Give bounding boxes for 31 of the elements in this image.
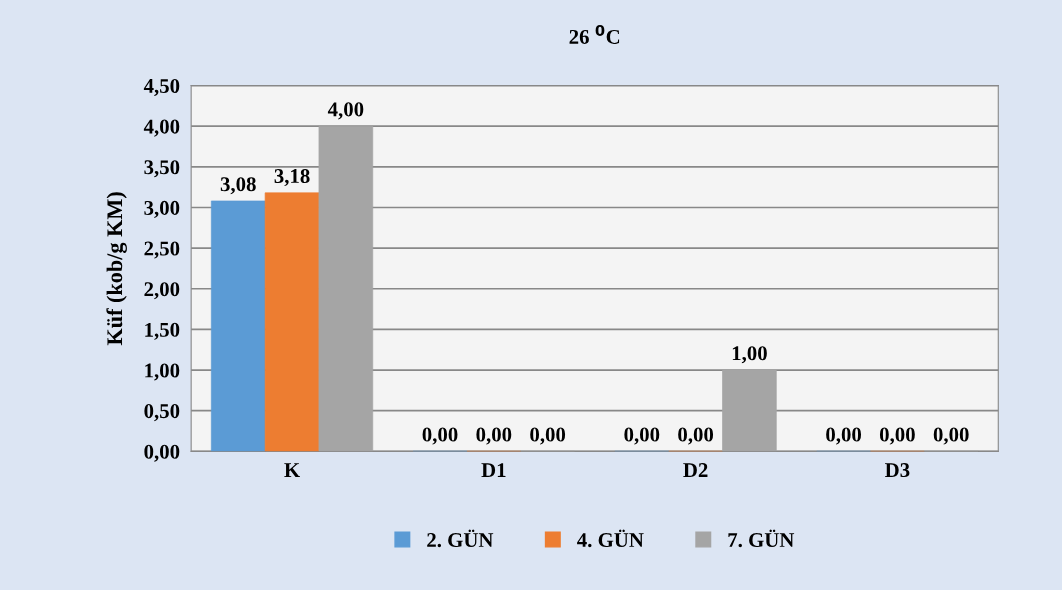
data-label: 3,08 xyxy=(220,177,256,195)
data-label: 0,00 xyxy=(678,427,714,445)
data-label: 4,00 xyxy=(327,102,364,120)
x-tick-label: K xyxy=(284,463,300,477)
data-label: 0,00 xyxy=(826,427,862,445)
legend-label: 7. GÜN xyxy=(728,529,795,548)
x-tick-label: D2 xyxy=(683,463,708,477)
y-tick-label: 1,00 xyxy=(145,363,180,381)
y-tick-label: 1,50 xyxy=(145,322,180,340)
data-label: 3,18 xyxy=(274,169,310,187)
data-label: 0,00 xyxy=(933,427,969,445)
data-label: 0,00 xyxy=(422,427,458,445)
y-tick-label: 2,00 xyxy=(144,282,180,300)
data-label: 1,00 xyxy=(732,346,767,364)
y-tick-label: 2,50 xyxy=(144,241,180,259)
legend-label: 2. GÜN xyxy=(427,529,494,548)
y-tick-label: 3,50 xyxy=(144,160,180,178)
y-tick-label: 4,50 xyxy=(143,78,180,96)
data-label: 0,00 xyxy=(530,427,566,445)
chart-title: 26 $^{0}$C xyxy=(569,24,620,44)
x-tick-label: D1 xyxy=(481,463,506,477)
y-tick-label: 0,50 xyxy=(144,404,180,422)
legend-label: 4. GÜN xyxy=(577,529,644,548)
x-tick-label: D3 xyxy=(885,463,910,478)
data-label: 0,00 xyxy=(624,427,660,445)
data-label: 0,00 xyxy=(879,427,915,445)
y-tick-label: 3,00 xyxy=(144,200,180,218)
y-tick-label: 4,00 xyxy=(143,119,180,137)
y-tick-label: 0,00 xyxy=(144,444,180,462)
data-label: 0,00 xyxy=(476,427,512,445)
y-axis-title: Küf (kob/g KM) xyxy=(106,192,127,346)
